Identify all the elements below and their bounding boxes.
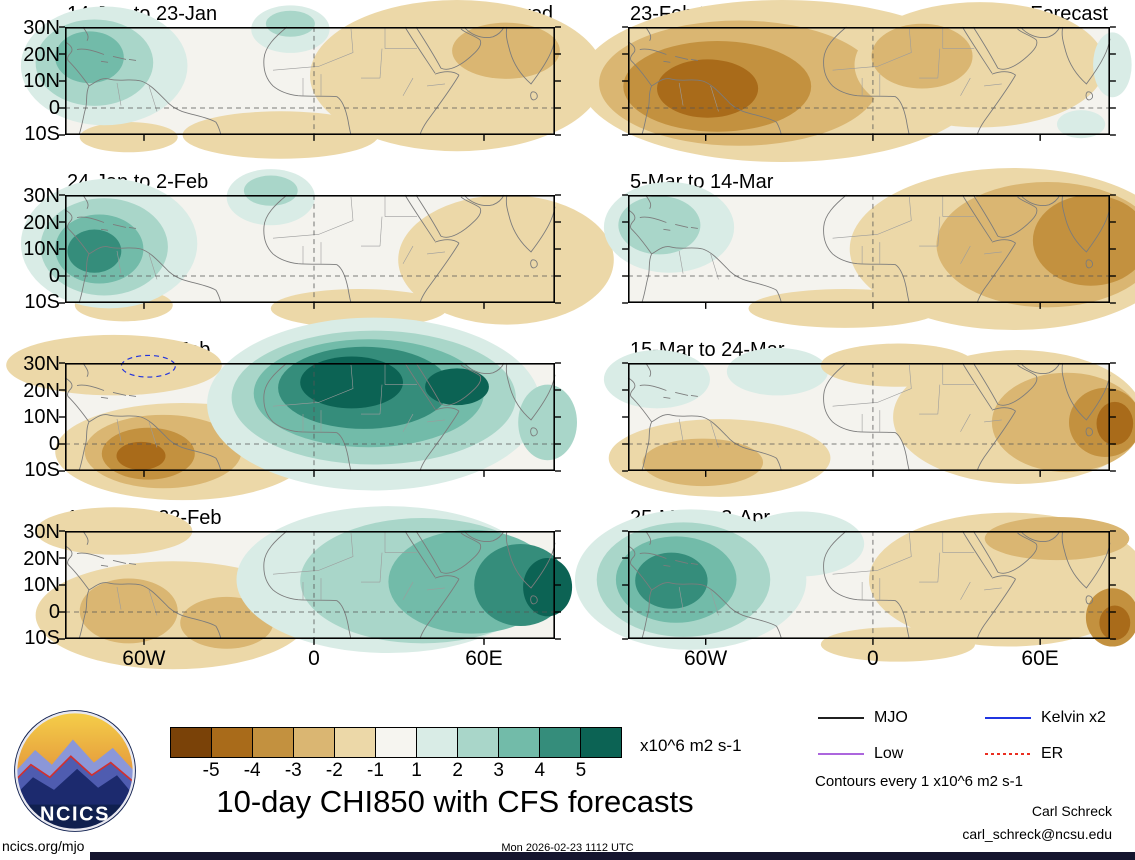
colorbar-swatch [294,728,335,757]
colorbar-swatch [253,728,294,757]
colorbar-tick-label: -1 [367,760,384,781]
y-axis-label: 0 [48,264,60,287]
contour-map [603,343,1135,497]
colorbar-swatches [170,727,622,758]
y-axis-label: 10N [23,238,60,260]
y-axis-label: 30N [23,521,60,543]
colorbar-swatch [581,728,621,757]
colorbar-tick-label: 5 [575,760,587,781]
logo-text: NCICS [40,803,110,825]
y-axis-label: 0 [48,600,60,623]
x-axis-label: 60E [465,647,503,670]
contour-map [574,509,1135,662]
mjo-line-icon [818,717,864,719]
colorbar: -5 -4 -3 -2 -1 1 2 3 4 5 [170,727,622,786]
panel-forecast-4: 25-Mar to 3-Apr [574,506,1135,662]
contour-map [579,0,1132,162]
legend-item-low: Low [818,742,903,766]
colorbar-tick-label: 1 [411,760,422,781]
legend-label: ER [1041,745,1064,762]
y-axis-label: 30N [23,185,60,207]
colorbar-swatch [458,728,499,757]
contour-map [35,506,573,670]
panel-forecast-1: 23-Feb to 4-Mar CFS Forecast [579,0,1132,162]
y-axis-label: 10N [23,70,60,92]
colorbar-swatch [417,728,458,757]
contour-map [6,317,577,501]
low-line-icon [818,753,864,755]
x-axis-label: 60W [122,647,166,670]
y-axis-label: 10S [24,627,60,649]
colorbar-tick-label: -3 [284,760,302,781]
contour-map [20,169,614,328]
legend-label: Kelvin x2 [1041,709,1106,726]
y-axis-label: 30N [23,17,60,39]
colorbar-tick-label: 2 [452,760,463,781]
panel-observed-3: 3-Feb to 12-Feb [6,317,577,501]
timestamp: Mon 2026-02-23 1112 UTC [501,842,634,854]
er-line-icon [985,753,1031,755]
contour-map [20,0,604,159]
site-link: ncics.org/mjo [2,838,85,854]
panel-observed-4: 13-Feb to 22-Feb [35,506,573,670]
legend-item-er: ER [985,742,1063,766]
page-title: 10-day CHI850 with CFS forecasts [216,784,694,819]
colorbar-tick-label: 3 [493,760,504,781]
legend-item-kelvin: Kelvin x2 [985,706,1106,730]
colorbar-units: x10^6 m2 s-1 [640,736,742,755]
contours-note: Contours every 1 x10^6 m2 s-1 [815,773,1023,790]
y-axis-label: 20N [23,211,60,234]
colorbar-swatch [335,728,376,757]
author-email: carl_schreck@ncsu.edu [962,826,1112,842]
bottom-bar [90,852,1135,860]
panel-forecast-3: 15-Mar to 24-Mar [603,338,1135,497]
panel-forecast-2: 5-Mar to 14-Mar [603,168,1135,330]
x-axis-label: 60W [684,647,728,670]
panel-observed-1: 14-Jan to 23-Jan Observed [20,0,604,159]
legend-label: Low [874,745,904,762]
x-axis-label: 0 [308,647,320,670]
y-axis-label: 10N [23,574,60,596]
colorbar-swatch [499,728,540,757]
colorbar-tick-label: -2 [325,760,343,781]
panel-observed-2: 24-Jan to 2-Feb [20,169,614,328]
y-axis-label: 30N [23,353,60,375]
colorbar-swatch [540,728,581,757]
colorbar-tick-label: 4 [534,760,546,781]
contour-map [603,168,1135,330]
y-axis-label: 20N [23,547,60,570]
author-credit: Carl Schreck [1031,803,1112,819]
colorbar-labels: -5 -4 -3 -2 -1 1 2 3 4 5 [170,760,622,786]
colorbar-swatch [376,728,417,757]
legend-item-mjo: MJO [818,706,908,730]
kelvin-line-icon [985,717,1031,719]
colorbar-tick-label: -5 [202,760,220,781]
y-axis-label: 0 [48,96,60,119]
y-axis-label: 10S [24,459,60,481]
legend-label: MJO [874,709,908,726]
y-axis-label: 0 [48,432,60,455]
x-axis-label: 60E [1021,647,1059,670]
y-axis-label: 10N [23,406,60,428]
colorbar-swatch [171,728,212,757]
x-axis-label: 0 [867,647,879,670]
colorbar-swatch [212,728,253,757]
colorbar-tick-label: -4 [243,760,261,781]
y-axis-label: 10S [24,291,60,313]
y-axis-label: 20N [23,379,60,402]
y-axis-label: 20N [23,43,60,66]
y-axis-label: 10S [24,123,60,145]
ncics-logo: NCICS [14,710,136,832]
